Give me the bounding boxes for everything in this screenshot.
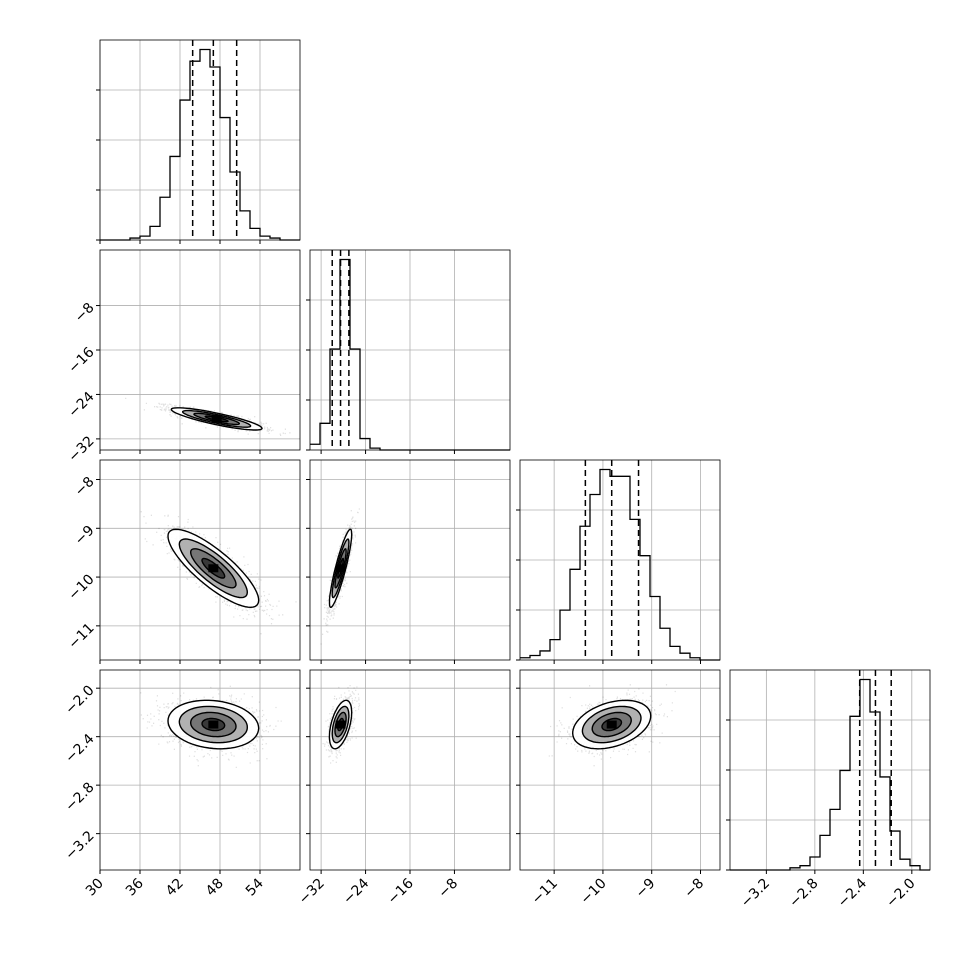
panel-frame xyxy=(99,669,301,871)
contour-line xyxy=(334,711,347,738)
y-tick-label: −8 xyxy=(72,300,98,326)
x-tick-label: −2.8 xyxy=(786,876,821,911)
x-tick-label: −8 xyxy=(681,876,707,902)
x-tick-label: −16 xyxy=(385,875,417,907)
y-tick-label: −2.0 xyxy=(62,683,97,718)
y-tick-label: −24 xyxy=(65,389,97,421)
panel-frame xyxy=(519,459,721,661)
pair-panel-1-2 xyxy=(306,459,511,664)
x-tick-label: −2.0 xyxy=(883,876,918,911)
x-tick-label: 48 xyxy=(203,876,227,900)
contour-line xyxy=(178,705,249,744)
density-core xyxy=(208,564,219,573)
y-tick-label: −8 xyxy=(72,474,98,500)
y-tick-label: −11 xyxy=(65,620,97,652)
contour-line xyxy=(204,415,229,423)
y-tick-label: −10 xyxy=(65,571,97,603)
contour-line xyxy=(189,548,237,589)
pair-plot-area xyxy=(100,670,300,870)
pair-panel-2-3 xyxy=(516,669,721,871)
contour-line xyxy=(193,412,240,426)
y-tick-label: −2.8 xyxy=(62,779,97,814)
x-tick-label: −3.2 xyxy=(738,876,773,911)
x-tick-label: −9 xyxy=(633,876,659,902)
marginal-panel-3 xyxy=(726,669,931,871)
contour-line xyxy=(331,705,350,744)
y-tick-label: −3.2 xyxy=(62,828,97,863)
contour-line xyxy=(182,409,252,428)
contour-line xyxy=(591,711,632,738)
panel-frame xyxy=(519,669,721,871)
density-core xyxy=(335,720,346,729)
y-tick-label: −2.4 xyxy=(62,731,97,766)
y-tick-label: −16 xyxy=(65,344,97,376)
x-tick-label: −8 xyxy=(435,876,461,902)
panel-frame xyxy=(99,459,301,661)
histogram-step xyxy=(100,48,300,241)
marginal-panel-1 xyxy=(306,249,511,451)
contour-line xyxy=(167,528,260,609)
x-tick-label: −2.4 xyxy=(835,875,870,910)
density-core xyxy=(606,720,617,729)
contour-line xyxy=(328,699,353,750)
x-tick-label: −11 xyxy=(529,876,561,908)
panel-frame xyxy=(729,669,931,871)
density-core xyxy=(335,564,346,573)
contour-line xyxy=(601,717,623,732)
pair-plot-area xyxy=(100,460,300,660)
marginal-panel-0 xyxy=(96,39,301,241)
pair-panel-1-3 xyxy=(306,669,511,871)
contour-line xyxy=(189,711,237,738)
histogram-step xyxy=(520,468,720,661)
y-tick-label: −9 xyxy=(72,523,98,549)
pair-panel-0-3 xyxy=(99,669,301,871)
x-tick-label: 30 xyxy=(83,876,107,900)
contour-line xyxy=(167,699,260,750)
x-tick-label: −32 xyxy=(296,876,328,908)
x-tick-label: 42 xyxy=(163,876,187,900)
contour-line xyxy=(201,717,226,732)
contour-line xyxy=(178,538,249,599)
contour-line xyxy=(581,705,642,744)
density-core xyxy=(208,720,219,729)
pair-panel-0-1 xyxy=(99,249,301,454)
x-tick-label: 36 xyxy=(123,875,147,899)
y-tick-label: −32 xyxy=(65,433,97,465)
pair-plot-area xyxy=(100,250,300,450)
contour-line xyxy=(571,699,652,750)
pair-plot-area xyxy=(310,670,510,870)
marginal-panel-2 xyxy=(516,459,721,661)
panel-frame xyxy=(99,39,301,241)
histogram-step xyxy=(730,678,930,871)
contour-line xyxy=(201,557,226,579)
pair-panel-0-2 xyxy=(99,459,301,664)
contour-line xyxy=(328,528,353,608)
pair-plot-area xyxy=(520,670,720,870)
density-core xyxy=(211,414,222,423)
contour-line xyxy=(170,407,263,431)
x-tick-label: −24 xyxy=(340,875,372,907)
pair-plot-area xyxy=(310,460,510,660)
x-tick-label: 54 xyxy=(243,875,267,899)
x-tick-label: −10 xyxy=(578,876,610,908)
